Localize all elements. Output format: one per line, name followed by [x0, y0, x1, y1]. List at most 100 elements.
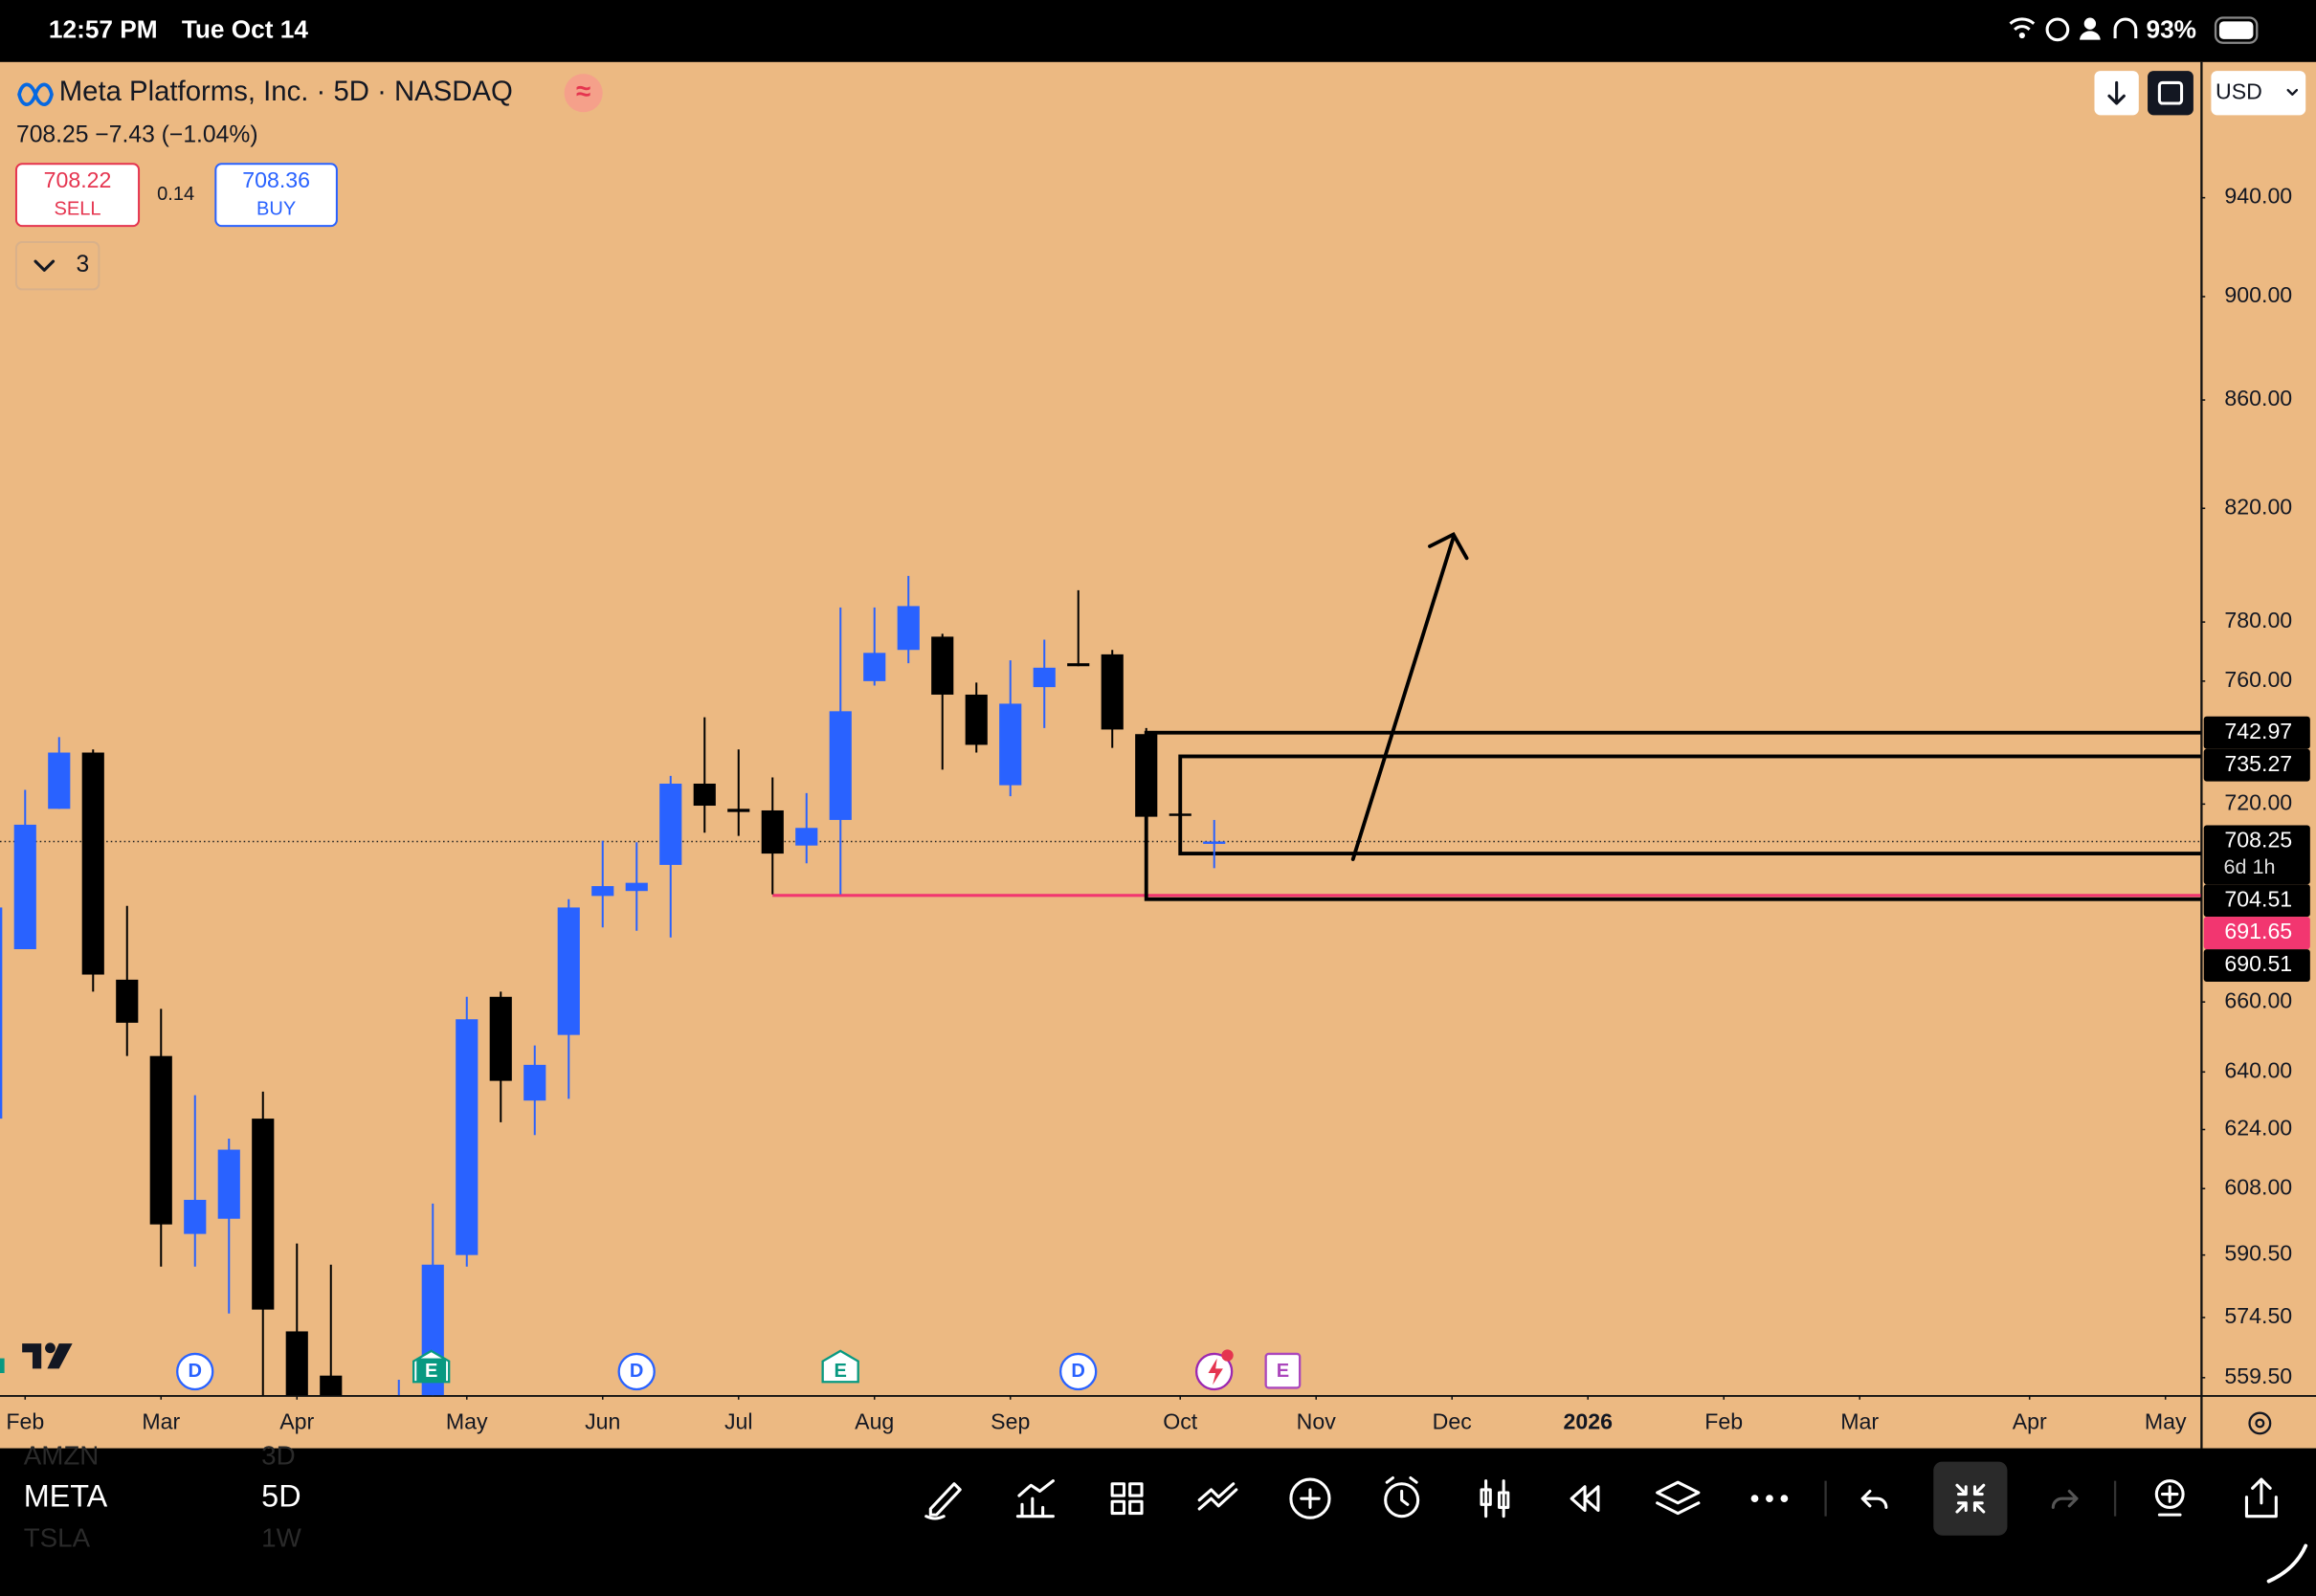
- currency: USD: [2216, 78, 2262, 103]
- layers-tool[interactable]: [1656, 1480, 1701, 1516]
- symbol-selector[interactable]: META: [24, 1479, 108, 1514]
- y-tick-label: 660.00: [2224, 987, 2292, 1012]
- candle-body: [421, 1264, 444, 1396]
- price-label: 742.97: [2224, 719, 2292, 743]
- spread: 0.14: [157, 184, 194, 205]
- undo[interactable]: [1860, 1489, 1888, 1509]
- x-tick-label: Mar: [142, 1409, 180, 1434]
- event-label: E: [425, 1361, 437, 1382]
- data-status-icon: ≈: [576, 77, 590, 106]
- candle-body: [217, 1149, 240, 1219]
- sell-price: 708.22: [44, 167, 112, 192]
- candle-body: [625, 882, 648, 892]
- dividend-marker[interactable]: [1058, 1352, 1098, 1391]
- draw-tool[interactable]: [924, 1482, 962, 1520]
- more-tool[interactable]: [1750, 1495, 1789, 1503]
- candle-body: [1101, 654, 1124, 730]
- price-label-bg: [2203, 825, 2310, 885]
- y-tick-label: 940.00: [2224, 184, 2292, 209]
- x-tick-label: May: [446, 1409, 488, 1434]
- redo[interactable]: [2051, 1489, 2079, 1509]
- interval-selector[interactable]: 5D: [261, 1479, 301, 1514]
- price-label-bg: [2203, 917, 2310, 950]
- earnings-marker[interactable]: [1264, 1352, 1302, 1389]
- candle-body: [965, 694, 988, 745]
- candle-body: [1033, 667, 1056, 688]
- price-label: 690.51: [2224, 951, 2292, 976]
- x-tick-label: Aug: [855, 1409, 894, 1434]
- y-tick-label: 760.00: [2224, 667, 2292, 692]
- indicators-tool[interactable]: [1015, 1479, 1055, 1518]
- candle-body: [1067, 663, 1090, 667]
- candle-body: [659, 784, 682, 865]
- price-label-bg: [2203, 949, 2310, 983]
- exit-fullscreen[interactable]: [1933, 1461, 2008, 1536]
- y-tick-label: 640.00: [2224, 1057, 2292, 1082]
- event-label: D: [188, 1361, 201, 1382]
- candle-body: [1203, 841, 1226, 844]
- price-label: 704.51: [2224, 886, 2292, 911]
- fullscreen-button[interactable]: [2148, 71, 2194, 116]
- earnings-marker-fill: [416, 1358, 447, 1383]
- candle-body: [456, 1019, 479, 1255]
- y-tick-label: 780.00: [2224, 608, 2292, 632]
- sell-label: SELL: [55, 198, 101, 219]
- compare-tool[interactable]: [1197, 1482, 1238, 1511]
- axis-settings[interactable]: [2248, 1411, 2272, 1435]
- watchlist-prev-symbol: AMZN: [24, 1440, 100, 1470]
- x-tick-label: May: [2145, 1409, 2187, 1434]
- layouts-tool[interactable]: [1110, 1482, 1144, 1516]
- candle-body: [13, 824, 36, 949]
- candle-body: [184, 1199, 207, 1234]
- candle-body: [829, 711, 852, 820]
- candle-body: [523, 1064, 546, 1101]
- earnings-marker[interactable]: [821, 1349, 859, 1384]
- x-tick-label: Apr: [279, 1409, 314, 1434]
- publish-idea[interactable]: [2154, 1479, 2185, 1509]
- status-date: Tue Oct 14: [182, 14, 309, 43]
- buy-price: 708.36: [242, 167, 310, 192]
- battery-level: 93%: [2147, 14, 2196, 43]
- price-change: 708.25 −7.43 (−1.04%): [16, 122, 258, 147]
- y-tick-label: 624.00: [2224, 1116, 2292, 1141]
- candle-body: [81, 752, 104, 975]
- status-bar: [0, 0, 2316, 62]
- buy-button[interactable]: [214, 163, 338, 228]
- event-label: D: [630, 1361, 643, 1382]
- price-label-bg: [2203, 748, 2310, 782]
- axes: 940.00 900.00 860.00 820.00 780.00 760.00 720.…: [6, 184, 2310, 1434]
- sell-button[interactable]: [14, 163, 141, 228]
- y-tick-label: 720.00: [2224, 789, 2292, 814]
- alert-tool[interactable]: [1384, 1482, 1420, 1518]
- bottom-toolbar: [0, 1448, 2316, 1596]
- zone-box: [1178, 754, 2201, 855]
- status-icons: [2009, 17, 2138, 42]
- pencil-indicator: [2266, 1543, 2308, 1584]
- news-marker[interactable]: [1194, 1349, 1234, 1391]
- y-tick-label: 590.50: [2224, 1241, 2292, 1266]
- replay-tool[interactable]: [1570, 1485, 1600, 1513]
- share[interactable]: [2244, 1477, 2278, 1518]
- candle-body: [795, 828, 818, 846]
- chart-type-tool[interactable]: [1480, 1479, 1510, 1518]
- indicators-count: 3: [77, 252, 90, 277]
- candle-body: [252, 1119, 275, 1310]
- battery-fill: [2218, 21, 2254, 39]
- x-tick-label: Feb: [6, 1409, 44, 1434]
- x-tick-label: Sep: [991, 1409, 1030, 1434]
- symbol-title[interactable]: Meta Platforms, Inc. · 5D · NASDAQ: [59, 76, 513, 107]
- currency-select[interactable]: [2211, 71, 2306, 116]
- trend-arrow: [1350, 532, 1469, 861]
- watchlist-next-symbol: TSLA: [24, 1523, 91, 1553]
- candle-body: [591, 886, 614, 897]
- price-label-bg: [2203, 884, 2310, 918]
- indicators-toggle[interactable]: [14, 241, 100, 291]
- axis-settings-dot: [2255, 1418, 2265, 1429]
- add-tool[interactable]: [1289, 1477, 1331, 1519]
- dividend-marker[interactable]: [176, 1352, 214, 1391]
- chevron: [33, 259, 56, 272]
- dividend-marker[interactable]: [617, 1352, 656, 1391]
- x-tick-label: Nov: [1297, 1409, 1337, 1434]
- data-status[interactable]: [564, 74, 603, 113]
